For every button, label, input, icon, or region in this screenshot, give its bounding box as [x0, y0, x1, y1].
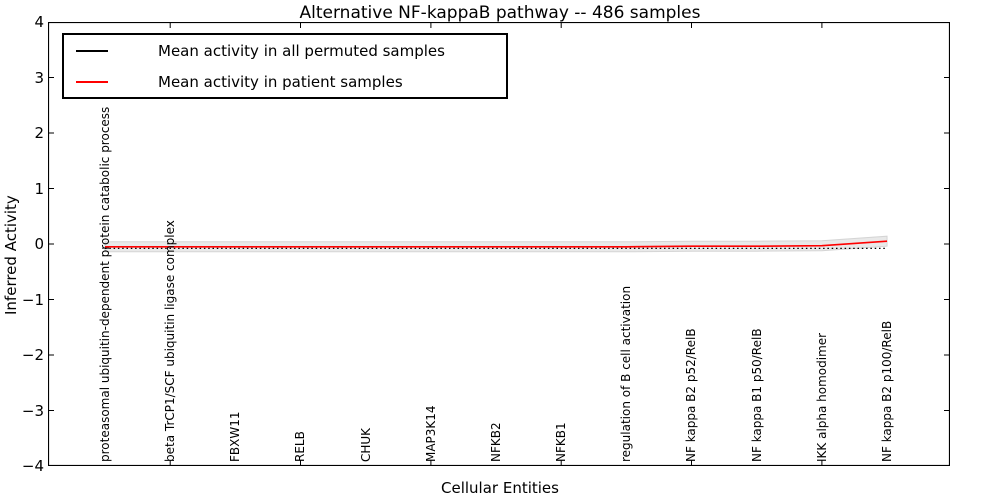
x-tick-label: regulation of B cell activation: [619, 285, 633, 462]
x-tick-label: NF kappa B2 p100/RelB: [880, 320, 894, 462]
x-tick-label: NFKB1: [554, 422, 568, 462]
y-tick-label: 1: [34, 180, 44, 198]
x-tick-label: IKK alpha homodimer: [815, 332, 829, 462]
y-tick-label: −3: [21, 402, 44, 420]
legend-entry-permuted: Mean activity in all permuted samples: [64, 35, 506, 66]
x-tick-label: CHUK: [359, 427, 373, 462]
legend-entry-patient: Mean activity in patient samples: [64, 66, 506, 97]
plot-area: [48, 22, 950, 466]
chart-title: Alternative NF-kappaB pathway -- 486 sam…: [299, 3, 701, 23]
y-tick-label: 4: [34, 13, 44, 31]
y-tick-label: −4: [21, 457, 44, 475]
permuted-line-swatch: [76, 49, 108, 52]
confidence-band: [104, 235, 888, 253]
x-axis-label: Cellular Entities: [441, 479, 559, 497]
y-tick-label: 2: [34, 124, 44, 142]
x-tick-label: NFKB2: [489, 422, 503, 462]
x-tick-label: proteasomal ubiquitin-dependent protein …: [98, 106, 112, 462]
y-tick-label: −2: [21, 346, 44, 364]
x-tick-label: beta TrCP1/SCF ubiquitin ligase complex: [163, 220, 177, 462]
x-tick-label: FBXW11: [228, 411, 242, 463]
patient-line-swatch: [76, 80, 108, 83]
x-tick-label: NF kappa B1 p50/RelB: [750, 328, 764, 462]
y-tick-label: 3: [34, 69, 44, 87]
x-tick-label: RELB: [293, 431, 307, 462]
x-tick-label: NF kappa B2 p52/RelB: [684, 328, 698, 462]
x-tick-label: MAP3K14: [424, 405, 438, 462]
legend-box: Mean activity in all permuted samples Me…: [62, 33, 508, 99]
axes-frame: [48, 22, 950, 466]
y-tick-label: −1: [21, 291, 44, 309]
patient-mean-line: [105, 240, 888, 248]
legend-label: Mean activity in patient samples: [158, 72, 403, 91]
y-tick-label: 0: [34, 235, 44, 253]
legend-label: Mean activity in all permuted samples: [158, 41, 445, 60]
